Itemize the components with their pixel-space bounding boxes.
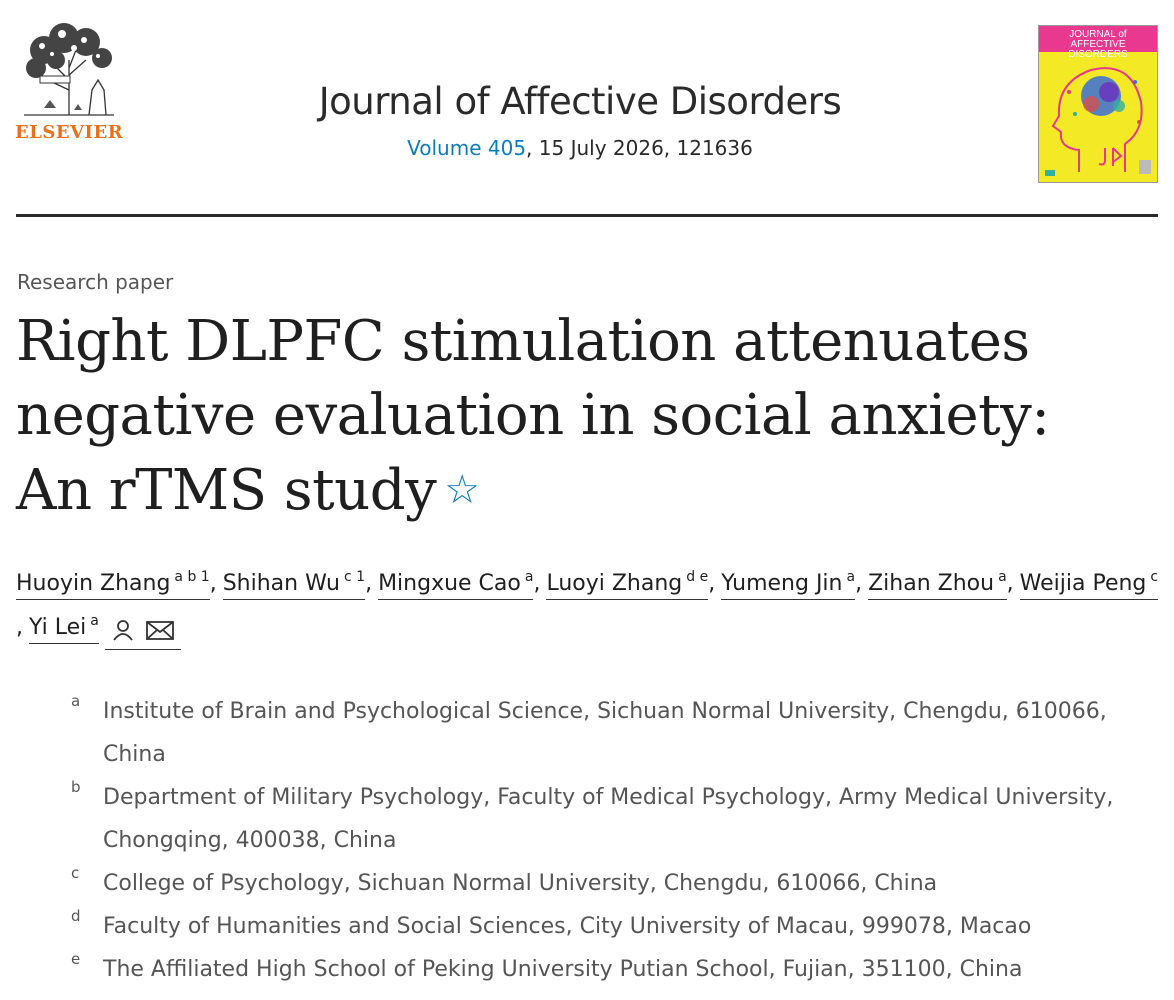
article-title: Right DLPFC stimulation attenuates negat… [16, 305, 1136, 528]
author-name: Weijia Peng [1019, 571, 1147, 596]
affiliation-label: a [71, 692, 81, 710]
affiliation-text: Institute of Brain and Psychological Sci… [103, 699, 1107, 767]
journal-info: Journal of Affective Disorders Volume 40… [180, 80, 980, 160]
author-affiliation-marks: a [998, 569, 1007, 585]
affiliation-item: d Faculty of Humanities and Social Scienc… [0, 905, 1174, 948]
issue-date-and-number: , 15 July 2026, 121636 [526, 136, 753, 160]
star-outline-icon[interactable]: ☆ [444, 467, 480, 513]
author-affiliation-marks: c [1150, 569, 1159, 585]
author-name: Yi Lei [29, 615, 87, 640]
journal-header: ELSEVIER Journal of Affective Disorders … [0, 0, 1174, 218]
author-separator: , [1006, 571, 1014, 596]
volume-link[interactable]: Volume 405 [407, 136, 527, 160]
affiliation-list: a Institute of Brain and Psychological Sc… [0, 690, 1174, 991]
publisher-name[interactable]: ELSEVIER [15, 122, 124, 143]
author-link[interactable]: Huoyin Zhang a b 1 [16, 569, 210, 600]
person-icon [113, 620, 133, 641]
author-name: Shihan Wu [222, 571, 340, 596]
email-icon [145, 621, 174, 640]
author-name: Huoyin Zhang [16, 571, 171, 596]
affiliation-label: b [71, 778, 81, 796]
header-divider [16, 214, 1158, 217]
author-affiliation-marks: a [524, 569, 534, 585]
affiliation-text: Department of Military Psychology, Facul… [103, 785, 1114, 853]
author-affiliation-marks: a b 1 [174, 569, 210, 585]
author-separator: , [16, 615, 23, 640]
article-type: Research paper [17, 270, 174, 294]
author-link[interactable]: Yi Lei a [29, 613, 99, 644]
cover-title-band [1039, 26, 1157, 52]
journal-issue-info: Volume 405, 15 July 2026, 121636 [180, 136, 980, 160]
author-affiliation-marks: c 1 [344, 569, 366, 585]
author-link[interactable]: Yumeng Jin a [721, 569, 856, 600]
author-name: Zihan Zhou [868, 571, 995, 596]
affiliation-label: c [71, 864, 80, 882]
author-separator: , [533, 571, 541, 596]
elsevier-tree-logo[interactable] [14, 20, 124, 146]
author-list: Huoyin Zhang a b 1, Shihan Wu c 1, Mingxue C… [16, 562, 1166, 650]
author-name: Mingxue Cao [378, 571, 521, 596]
author-link[interactable]: Shihan Wu c 1 [222, 569, 366, 600]
author-affiliation-marks: d e [686, 569, 709, 585]
author-name: Yumeng Jin [721, 571, 843, 596]
author-link[interactable]: Luoyi Zhang d e [546, 569, 709, 600]
affiliation-text: College of Psychology, Sichuan Normal Un… [103, 871, 938, 896]
affiliation-item: b Department of Military Psychology, Facu… [0, 776, 1174, 862]
affiliation-item: c College of Psychology, Sichuan Normal U… [0, 862, 1174, 905]
author-link[interactable]: Weijia Peng c [1019, 569, 1159, 600]
author-separator: , [708, 571, 716, 596]
journal-cover-image[interactable]: JOURNAL of AFFECTIVE DISORDERS [1038, 25, 1158, 183]
affiliation-item: e The Affiliated High School of Peking Un… [0, 948, 1174, 991]
author-affiliation-marks: a [90, 613, 99, 629]
author-affiliation-marks: a [846, 569, 856, 585]
author-link[interactable]: Mingxue Cao a [378, 569, 534, 600]
affiliation-item: a Institute of Brain and Psychological Sc… [0, 690, 1174, 776]
author-separator: , [855, 571, 863, 596]
article-title-text: Right DLPFC stimulation attenuates negat… [16, 309, 1050, 523]
corresponding-author-contact[interactable] [104, 618, 181, 650]
author-separator: , [209, 571, 217, 596]
author-separator: , [365, 571, 373, 596]
author-link[interactable]: Zihan Zhou a [868, 569, 1007, 600]
affiliation-text: The Affiliated High School of Peking Uni… [103, 957, 1023, 982]
affiliation-label: d [71, 907, 81, 925]
cover-title: JOURNAL of AFFECTIVE DISORDERS [1068, 29, 1128, 60]
author-name: Luoyi Zhang [546, 571, 683, 596]
journal-title[interactable]: Journal of Affective Disorders [318, 80, 842, 123]
affiliation-text: Faculty of Humanities and Social Science… [103, 914, 1032, 939]
affiliation-label: e [71, 950, 81, 968]
